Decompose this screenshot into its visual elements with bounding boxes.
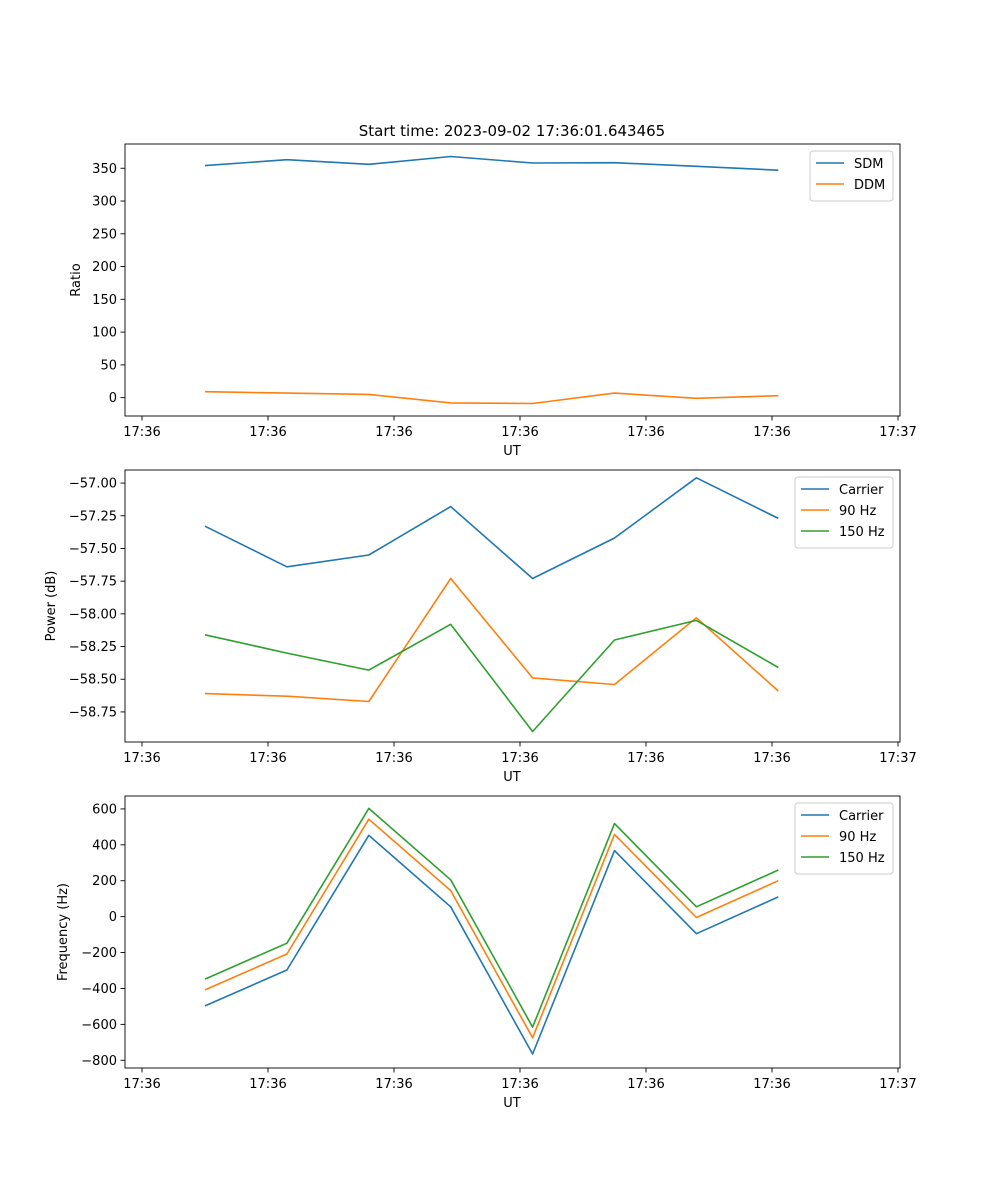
- y-tick-label: −58.50: [69, 673, 117, 688]
- legend-label: DDM: [854, 178, 885, 193]
- panel-1: 17:36 17:36 17:36 17:36 17:36 17:36 17:37 0 50 10…: [69, 143, 917, 459]
- x-tick-label: 17:36: [627, 425, 664, 440]
- y-tick-label: 400: [92, 838, 117, 853]
- x-tick-label: 17:37: [879, 751, 916, 766]
- y-tick-label: 150: [92, 293, 117, 308]
- y-tick-label: 0: [109, 391, 117, 406]
- y-tick-label: −400: [81, 982, 117, 997]
- x-tick-label: 17:36: [123, 425, 160, 440]
- x-axis-label: UT: [503, 1096, 521, 1111]
- x-tick-label: 17:36: [375, 751, 412, 766]
- series-group: [204, 155, 779, 405]
- y-tick-label: −600: [81, 1018, 117, 1033]
- panel-2: 17:36 17:36 17:36 17:36 17:36 17:36 17:37 −58.7…: [44, 469, 917, 785]
- x-axis-label: UT: [503, 770, 521, 785]
- y-tick-label: 100: [92, 326, 117, 341]
- y-tick-label: 50: [100, 358, 117, 373]
- y-tick-label: 200: [92, 874, 117, 889]
- y-tick-label: 250: [92, 227, 117, 242]
- legend-label: Carrier: [839, 483, 884, 498]
- panel-3: 17:36 17:36 17:36 17:36 17:36 17:36 17:37 −800 −…: [56, 795, 917, 1111]
- x-tick-label: 17:36: [249, 1077, 286, 1092]
- y-tick-label: 350: [92, 162, 117, 177]
- x-tick-label: 17:36: [375, 1077, 412, 1092]
- series-line-150-hz: [204, 619, 779, 733]
- legend-label: 150 Hz: [839, 851, 885, 866]
- x-tick-label: 17:36: [501, 1077, 538, 1092]
- y-tick-label: −57.25: [69, 509, 117, 524]
- series-line-carrier: [204, 834, 779, 1055]
- y-tick-label: −57.50: [69, 542, 117, 557]
- x-tick-label: 17:37: [879, 1077, 916, 1092]
- series-line-ddm: [204, 390, 779, 405]
- series-group: [204, 476, 779, 733]
- y-tick-label: −57.75: [69, 575, 117, 590]
- legend-label: SDM: [854, 157, 883, 172]
- y-axis-label: Ratio: [69, 263, 84, 296]
- legend: Carrier 90 Hz 150 Hz: [794, 476, 894, 549]
- x-tick-label: 17:36: [753, 425, 790, 440]
- legend-label: 150 Hz: [839, 525, 885, 540]
- series-line-90-hz: [204, 577, 779, 703]
- y-tick-label: −58.25: [69, 640, 117, 655]
- y-tick-label: 200: [92, 260, 117, 275]
- legend-label: 90 Hz: [839, 504, 876, 519]
- series-line-carrier: [204, 476, 779, 580]
- y-tick-label: 300: [92, 195, 117, 210]
- series-group: [204, 807, 779, 1055]
- x-axis-label: UT: [503, 444, 521, 459]
- y-tick-label: 0: [109, 910, 117, 925]
- x-tick-label: 17:36: [249, 425, 286, 440]
- x-tick-label: 17:36: [753, 751, 790, 766]
- y-axis-label: Frequency (Hz): [56, 883, 71, 981]
- x-tick-label: 17:36: [501, 425, 538, 440]
- x-tick-label: 17:36: [753, 1077, 790, 1092]
- legend: Carrier 90 Hz 150 Hz: [794, 802, 894, 875]
- series-line-90-hz: [204, 818, 779, 1039]
- x-tick-label: 17:36: [627, 1077, 664, 1092]
- chart-title: Start time: 2023-09-02 17:36:01.643465: [359, 122, 665, 140]
- x-tick-label: 17:36: [123, 751, 160, 766]
- legend-label: 90 Hz: [839, 830, 876, 845]
- y-axis-label: Power (dB): [44, 571, 59, 642]
- x-tick-label: 17:36: [123, 1077, 160, 1092]
- y-tick-label: 600: [92, 802, 117, 817]
- y-tick-label: −58.00: [69, 607, 117, 622]
- axes-frame: [124, 143, 901, 417]
- axes-frame: [124, 795, 901, 1069]
- y-tick-label: −200: [81, 946, 117, 961]
- series-line-150-hz: [204, 807, 779, 1028]
- x-tick-label: 17:36: [375, 425, 412, 440]
- axes-frame: [124, 469, 901, 743]
- x-tick-label: 17:36: [627, 751, 664, 766]
- y-tick-label: −57.00: [69, 477, 117, 492]
- legend-label: Carrier: [839, 809, 884, 824]
- series-line-sdm: [204, 155, 779, 171]
- legend: SDM DDM: [809, 150, 894, 202]
- x-tick-label: 17:36: [501, 751, 538, 766]
- y-tick-label: −58.75: [69, 705, 117, 720]
- y-tick-label: −800: [81, 1054, 117, 1069]
- x-tick-label: 17:37: [879, 425, 916, 440]
- x-tick-label: 17:36: [249, 751, 286, 766]
